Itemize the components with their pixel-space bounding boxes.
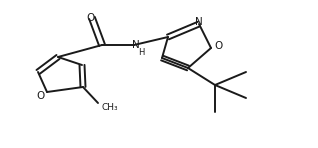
Text: O: O: [36, 91, 44, 101]
Text: CH₃: CH₃: [102, 103, 118, 111]
Text: O: O: [214, 41, 222, 51]
Text: H: H: [138, 48, 144, 57]
Text: N: N: [132, 40, 140, 50]
Text: N: N: [195, 17, 203, 27]
Text: O: O: [86, 13, 94, 23]
